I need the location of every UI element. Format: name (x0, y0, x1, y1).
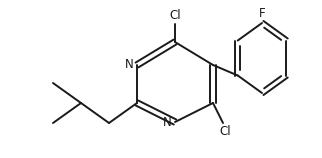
Text: N: N (125, 58, 134, 72)
Text: F: F (259, 7, 265, 20)
Text: Cl: Cl (219, 125, 231, 138)
Text: N: N (163, 115, 172, 128)
Text: Cl: Cl (169, 9, 181, 22)
